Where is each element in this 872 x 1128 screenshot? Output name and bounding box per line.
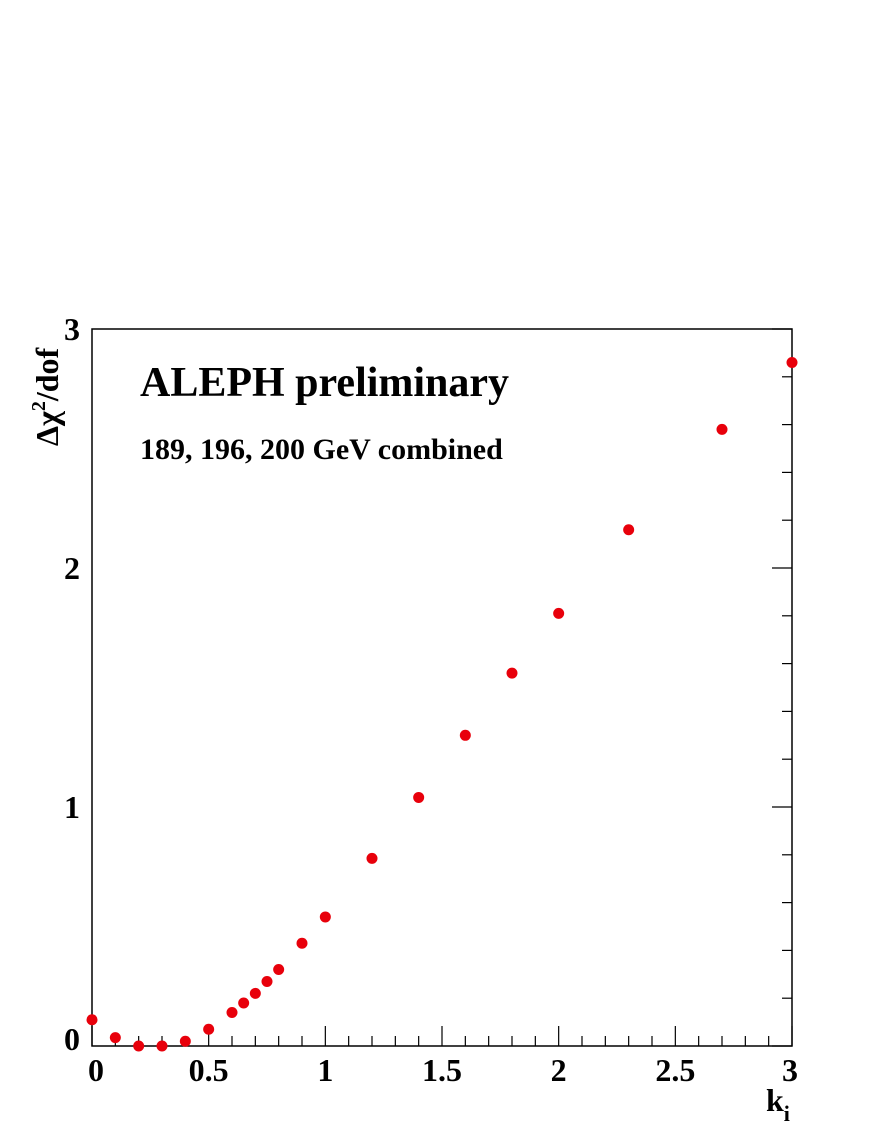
x-axis-label-main: k [766, 1082, 784, 1118]
x-axis-label-sub: i [784, 1101, 790, 1126]
data-point [623, 524, 635, 536]
y-tick-label: 2 [64, 550, 80, 586]
data-point [238, 997, 250, 1009]
y-axis-label-delta: Δχ [29, 410, 65, 446]
y-axis-label-sup: 2 [28, 401, 50, 411]
x-tick-label: 2.5 [655, 1052, 695, 1088]
x-tick-label: 2 [551, 1052, 567, 1088]
y-tick-label: 3 [64, 311, 80, 347]
data-point [319, 911, 331, 923]
y-tick-label: 0 [64, 1021, 80, 1057]
data-point [413, 791, 425, 803]
data-point [506, 667, 518, 679]
data-point [716, 423, 728, 435]
data-point [296, 937, 308, 949]
x-axis-label: ki [766, 1082, 790, 1126]
data-point [459, 729, 471, 741]
data-point [366, 852, 378, 864]
data-point [109, 1032, 121, 1044]
axis-ticks [91, 328, 793, 1047]
x-tick-label: 0 [88, 1052, 104, 1088]
y-axis-label-rest: /dof [29, 347, 65, 402]
y-tick-label: 1 [64, 789, 80, 825]
axis-tick-labels: 0 0.5 1 1.5 2 2.5 3 0 1 2 3 [64, 311, 798, 1088]
data-point [261, 975, 273, 987]
data-points [86, 356, 798, 1052]
data-point [156, 1040, 168, 1052]
chart-title: ALEPH preliminary [140, 360, 509, 406]
data-point [553, 607, 565, 619]
data-point [86, 1014, 98, 1026]
chart-subtitle: 189, 196, 200 GeV combined [140, 433, 503, 466]
data-point [226, 1007, 238, 1019]
data-point [179, 1035, 191, 1047]
data-point [786, 356, 798, 368]
x-tick-label: 3 [782, 1052, 798, 1088]
data-point [133, 1040, 145, 1052]
data-point [249, 987, 261, 999]
x-tick-label: 1.5 [422, 1052, 462, 1088]
y-axis-label: Δχ2/dof [28, 347, 65, 446]
x-tick-label: 0.5 [189, 1052, 229, 1088]
x-tick-label: 1 [317, 1052, 333, 1088]
data-point [203, 1023, 215, 1035]
data-point [273, 964, 285, 976]
